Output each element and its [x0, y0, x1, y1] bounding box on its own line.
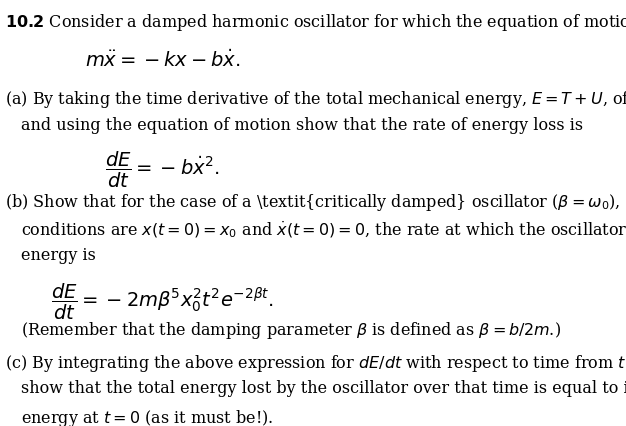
Text: (a) By taking the time derivative of the total mechanical energy, $E = T+U$, of : (a) By taking the time derivative of the… [4, 89, 626, 110]
Text: $\mathbf{10.2}$ Consider a damped harmonic oscillator for which the equation of : $\mathbf{10.2}$ Consider a damped harmon… [4, 12, 626, 33]
Text: (b) Show that for the case of a \textit{critically damped} oscillator ($\beta = : (b) Show that for the case of a \textit{… [4, 192, 626, 213]
Text: $m\ddot{x} = -kx - b\dot{x}.$: $m\ddot{x} = -kx - b\dot{x}.$ [85, 49, 240, 71]
Text: $\dfrac{dE}{dt} = -2m\beta^5 x_0^2 t^2 e^{-2\beta t}.$: $\dfrac{dE}{dt} = -2m\beta^5 x_0^2 t^2 e… [51, 282, 274, 322]
Text: energy at $t = 0$ (as it must be!).: energy at $t = 0$ (as it must be!). [21, 408, 273, 426]
Text: energy is: energy is [21, 247, 96, 264]
Text: show that the total energy lost by the oscillator over that time is equal to its: show that the total energy lost by the o… [21, 380, 626, 397]
Text: (c) By integrating the above expression for $dE/dt$ with respect to time from $t: (c) By integrating the above expression … [4, 353, 626, 374]
Text: (Remember that the damping parameter $\beta$ is defined as $\beta = b/2m$.): (Remember that the damping parameter $\b… [21, 320, 561, 341]
Text: conditions are $x(t = 0) = x_0$ and $\dot{x}(t = 0) = 0$, the rate at which the : conditions are $x(t = 0) = x_0$ and $\do… [21, 219, 626, 240]
Text: and using the equation of motion show that the rate of energy loss is: and using the equation of motion show th… [21, 117, 583, 134]
Text: $\dfrac{dE}{dt} = -b\dot{x}^2.$: $\dfrac{dE}{dt} = -b\dot{x}^2.$ [105, 150, 220, 190]
